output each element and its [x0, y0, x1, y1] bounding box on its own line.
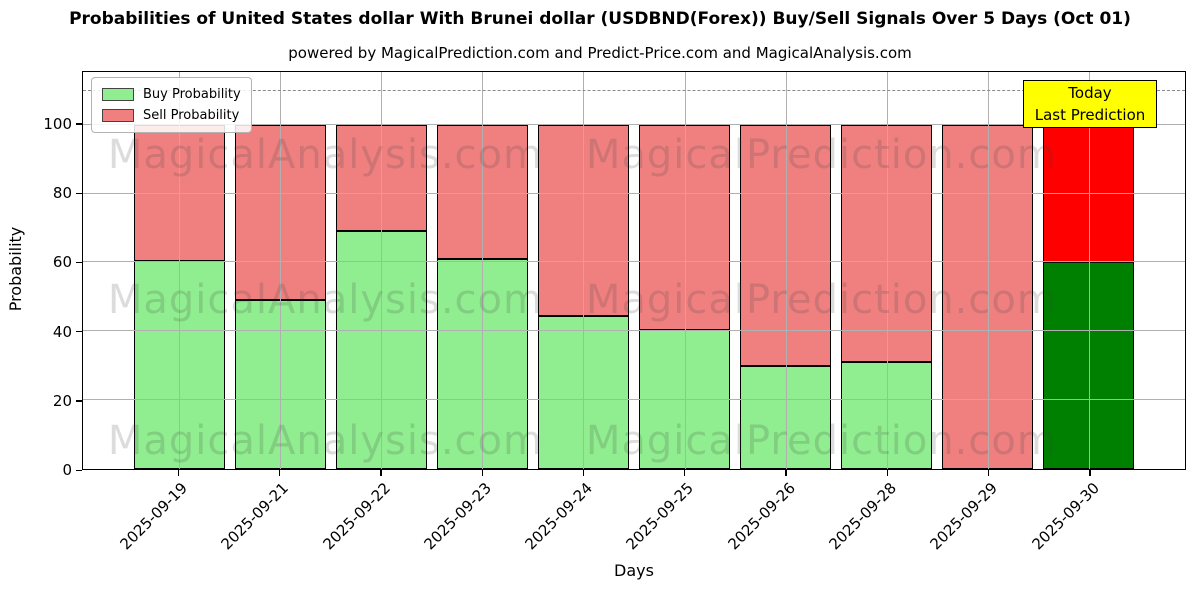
chart-title: Probabilities of United States dollar Wi…: [69, 9, 1131, 29]
x-tick-label-text: 2025-09-19: [116, 479, 191, 554]
y-tick-label: 20: [52, 391, 72, 410]
vertical-gridline: [583, 72, 585, 469]
bar-segment-buy-2025-09-21: [234, 300, 326, 469]
x-tick: [279, 470, 281, 476]
today-last-prediction-box: Today Last Prediction: [1023, 80, 1157, 128]
x-axis-label: Days: [614, 561, 654, 580]
x-tick: [582, 470, 585, 476]
watermark-text: MagicalPrediction.com: [585, 132, 1057, 179]
x-tick-label-text: 2025-09-21: [217, 479, 293, 554]
bar-segment-sell-2025-09-29: [942, 124, 1034, 469]
last-prediction-label: Last Prediction: [1034, 106, 1146, 124]
x-tick: [886, 470, 888, 476]
x-tick: [380, 470, 382, 476]
y-tick-label: 60: [52, 253, 72, 272]
y-tick: [76, 261, 82, 264]
x-tick-label-text: 2025-09-29: [926, 479, 1002, 554]
y-tick-label: 80: [52, 184, 72, 203]
vertical-gridline: [886, 72, 888, 469]
watermark-text: MagicalPrediction.com: [585, 418, 1057, 465]
vertical-gridline: [482, 72, 484, 469]
dashed-reference-line: [83, 90, 1185, 92]
bar-segment-buy-2025-09-28: [841, 362, 933, 469]
legend-item-sell: Sell Probability: [102, 105, 241, 126]
bar-segment-sell-2025-09-25: [639, 124, 731, 330]
x-tick-label-text: 2025-09-28: [825, 479, 900, 554]
y-tick: [76, 469, 82, 471]
bar-segment-sell-2025-09-26: [740, 124, 832, 366]
vertical-gridline: [381, 72, 383, 469]
y-tick: [76, 192, 82, 194]
chart-subtitle: powered by MagicalPrediction.com and Pre…: [288, 44, 912, 62]
horizontal-gridline: [83, 330, 1185, 332]
bar-segment-buy-2025-09-26: [740, 365, 832, 469]
y-tick-label: 0: [62, 461, 72, 479]
x-tick: [177, 470, 180, 476]
watermark-text: MagicalPrediction.com: [585, 277, 1057, 324]
watermark-text: MagicalAnalysis.com: [107, 418, 543, 465]
vertical-gridline: [1088, 72, 1090, 469]
horizontal-gridline: [83, 192, 1185, 194]
vertical-gridline: [987, 72, 989, 469]
x-tick: [1089, 470, 1091, 476]
vertical-gridline: [684, 72, 686, 469]
y-tick-label: 40: [52, 322, 72, 341]
vertical-gridline: [179, 72, 181, 469]
y-tick: [76, 331, 82, 333]
watermark-text: MagicalAnalysis.com: [107, 132, 543, 179]
bar-segment-sell-2025-09-23: [436, 124, 528, 259]
y-tick-label: 100: [43, 114, 72, 133]
legend-label-sell: Sell Probability: [143, 108, 240, 123]
x-tick-label-text: 2025-09-25: [622, 479, 698, 554]
bar-segment-sell-2025-09-28: [841, 124, 933, 363]
x-tick-label-text: 2025-09-22: [319, 479, 394, 554]
x-tick: [684, 470, 686, 476]
y-tick: [76, 400, 82, 402]
chart-legend: Buy Probability Sell Probability: [91, 77, 252, 133]
x-tick-label-text: 2025-09-30: [1028, 479, 1103, 554]
y-axis-label: Probability: [6, 226, 25, 312]
watermark-text: MagicalAnalysis.com: [107, 277, 543, 324]
plot-area: Buy Probability Sell Probability Today L…: [82, 71, 1186, 470]
x-tick: [785, 470, 787, 476]
bar-segment-buy-2025-09-30: [1043, 262, 1135, 469]
buy-probability-swatch: [102, 88, 134, 101]
horizontal-gridline: [83, 123, 1185, 125]
x-tick-label-text: 2025-09-23: [420, 479, 495, 554]
bar-segment-sell-2025-09-30: [1043, 124, 1135, 263]
legend-item-buy: Buy Probability: [102, 84, 241, 105]
horizontal-gridline: [83, 399, 1185, 401]
bar-segment-buy-2025-09-23: [436, 258, 528, 469]
today-label: Today: [1068, 84, 1112, 102]
vertical-gridline: [785, 72, 787, 469]
y-tick: [76, 123, 82, 125]
horizontal-gridline: [83, 261, 1185, 263]
legend-label-buy: Buy Probability: [143, 87, 241, 102]
x-tick: [481, 470, 483, 476]
vertical-gridline: [280, 72, 282, 469]
x-tick: [987, 470, 990, 476]
x-tick-label-text: 2025-09-24: [521, 479, 597, 554]
sell-probability-swatch: [102, 109, 134, 122]
bar-segment-sell-2025-09-21: [234, 124, 326, 301]
x-tick-label-text: 2025-09-26: [724, 479, 799, 554]
